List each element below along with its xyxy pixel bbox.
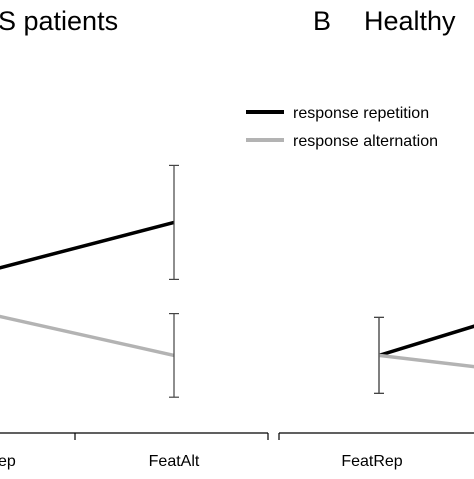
panel-b-series-line-1 bbox=[378, 324, 474, 358]
panel-a-title: S patients bbox=[0, 6, 118, 36]
panel-a: S patients ep FeatAlt bbox=[0, 6, 269, 470]
panel-b-marks bbox=[374, 316, 474, 394]
panel-a-tick-label: ep bbox=[0, 453, 16, 470]
panel-a-series-line-2 bbox=[0, 314, 175, 358]
panel-b: B Healthy FeatRep bbox=[278, 6, 474, 470]
panel-b-series-line-2 bbox=[378, 353, 474, 369]
panel-a-tick-label: FeatAlt bbox=[149, 453, 200, 470]
panel-a-series-line-1 bbox=[0, 220, 175, 270]
legend-label-repetition: response repetition bbox=[293, 105, 429, 122]
panel-b-label: B bbox=[313, 6, 331, 36]
panel-b-title: Healthy bbox=[364, 6, 456, 36]
panel-a-marks bbox=[0, 164, 179, 398]
panel-b-tick-label: FeatRep bbox=[341, 453, 402, 470]
legend: response repetition response alternation bbox=[246, 105, 438, 150]
legend-label-alternation: response alternation bbox=[293, 133, 438, 150]
